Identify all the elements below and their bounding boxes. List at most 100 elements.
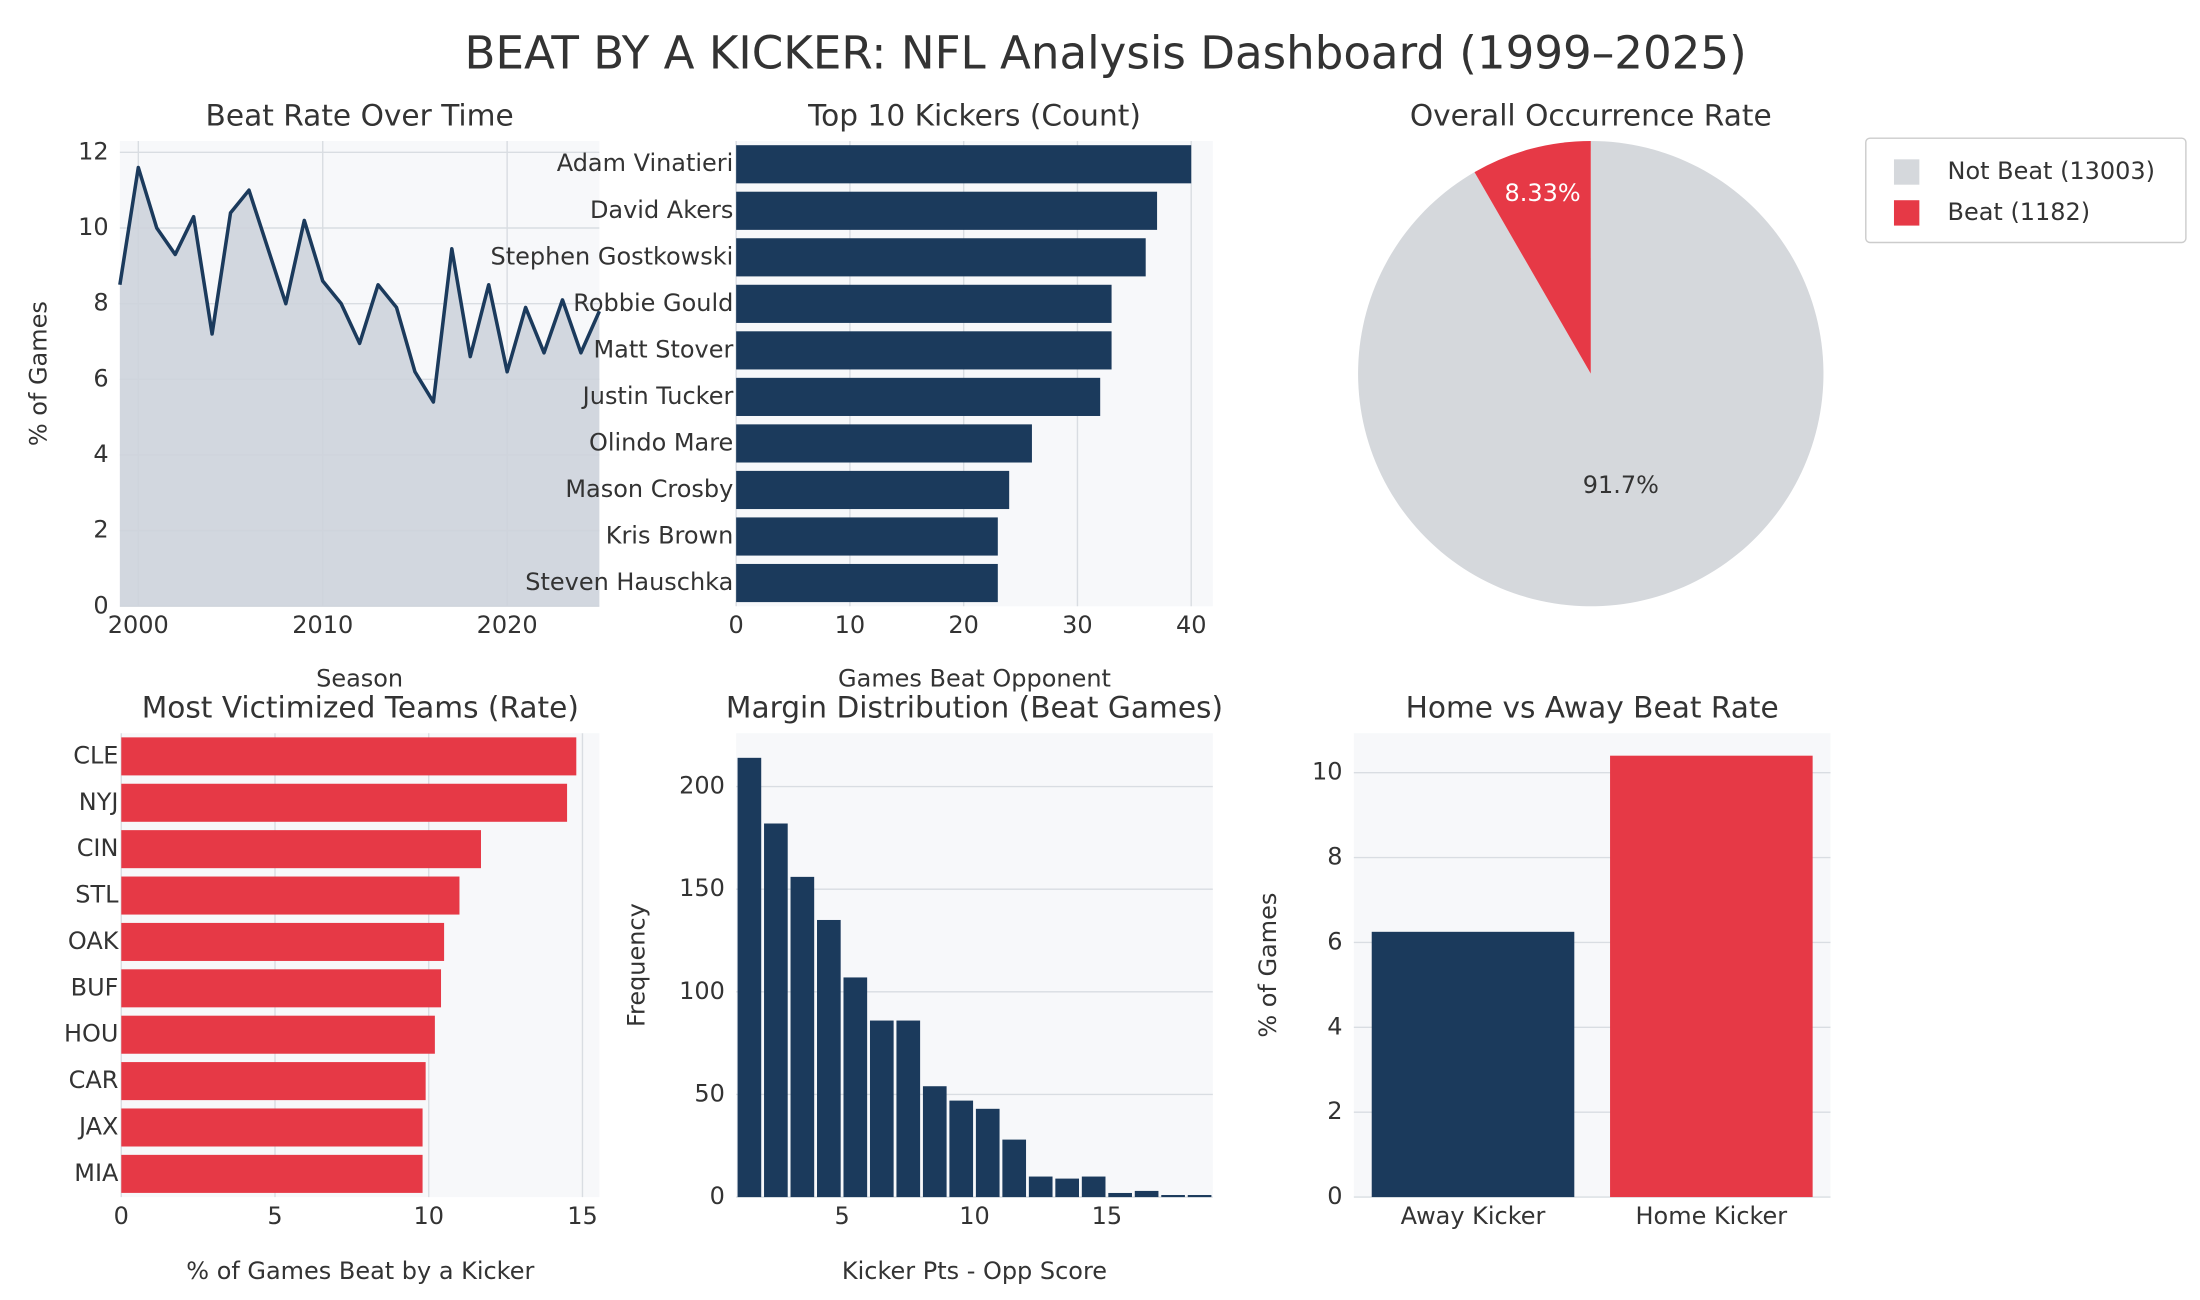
histogram-bar [922, 1086, 947, 1198]
y-tick-label: David Akers [590, 196, 733, 224]
plot-background [736, 733, 1213, 1198]
y-axis-label: Frequency [622, 903, 650, 1027]
x-tick-label: 10 [959, 1202, 990, 1230]
histogram-bar [1108, 1192, 1132, 1198]
panel-title: Overall Occurrence Rate [1410, 99, 1772, 133]
legend-box [1865, 137, 2187, 244]
bar [736, 424, 1032, 463]
bar [121, 969, 442, 1008]
y-tick-label: Mason Crosby [565, 475, 733, 503]
legend-swatch [1893, 159, 1920, 185]
histogram-bar [1161, 1195, 1185, 1198]
bar [736, 145, 1192, 184]
bar [121, 876, 460, 915]
pie-slice [1358, 140, 1824, 607]
x-tick-label: 2000 [108, 611, 169, 639]
y-tick-label: 6 [1327, 927, 1342, 955]
x-tick-label: 5 [267, 1202, 282, 1230]
x-tick-label: 40 [1176, 611, 1207, 639]
histogram-bar [869, 1020, 894, 1198]
y-tick-label: 0 [710, 1182, 725, 1210]
y-tick-label: 4 [93, 440, 108, 468]
pie-label: 8.33% [1505, 179, 1581, 207]
y-tick-label: 0 [1327, 1182, 1342, 1210]
panel: Top 10 Kickers (Count) 0 10 20 30 40 Games Bea… [491, 99, 1213, 693]
x-tick-label: 15 [567, 1202, 598, 1230]
y-tick-label: Robbie Gould [573, 289, 733, 317]
line [118, 165, 601, 404]
bar [121, 1062, 426, 1101]
legend-label: Beat (1182) [1948, 198, 2091, 226]
y-tick-label: JAX [77, 1112, 118, 1140]
y-tick-label: 2 [93, 516, 108, 544]
histogram-bar [1028, 1176, 1053, 1198]
y-axis-label: % of Games [24, 301, 52, 446]
y-tick-label: 8 [93, 289, 108, 317]
x-tick-label: 0 [729, 611, 744, 639]
y-tick-label: 10 [78, 213, 109, 241]
y-tick-label: 8 [1327, 843, 1342, 871]
x-axis-label: Season [316, 665, 403, 693]
histogram-bar [843, 977, 868, 1198]
y-tick-label: 50 [694, 1079, 725, 1107]
bar [121, 922, 445, 961]
histogram-bar [1055, 1178, 1080, 1198]
bar [736, 331, 1112, 370]
histogram-bar [1134, 1190, 1159, 1198]
y-tick-label: BUF [71, 973, 119, 1001]
bar [1610, 755, 1813, 1198]
y-tick-label: 150 [679, 874, 725, 902]
y-tick-label: CLE [73, 741, 118, 769]
panel-title: Top 10 Kickers (Count) [807, 99, 1141, 133]
x-tick-label: 30 [1062, 611, 1093, 639]
y-tick-label: CAR [69, 1066, 119, 1094]
x-axis-label: % of Games Beat by a Kicker [186, 1257, 534, 1285]
histogram-bar [896, 1020, 921, 1198]
y-tick-label: STL [75, 881, 119, 909]
x-tick-label: 0 [114, 1202, 129, 1230]
bar [736, 191, 1158, 230]
x-tick-label: 20 [948, 611, 979, 639]
x-tick-label: Away Kicker [1401, 1202, 1546, 1230]
bar [121, 830, 481, 869]
dashboard-title: BEAT BY A KICKER: NFL Analysis Dashboard… [465, 26, 1747, 79]
y-tick-label: 2 [1327, 1097, 1342, 1125]
bar [736, 284, 1112, 323]
panel-title: Home vs Away Beat Rate [1406, 691, 1779, 725]
bar [736, 238, 1146, 277]
panel-title: Most Victimized Teams (Rate) [142, 691, 579, 725]
histogram-bar [949, 1100, 974, 1198]
x-tick-label: 5 [834, 1202, 849, 1230]
panel: Home vs Away Beat Rate 0 2 4 6 8 10 % of Games A… [1254, 691, 1831, 1230]
histogram-bar [1002, 1139, 1027, 1198]
bar [121, 1015, 435, 1054]
y-tick-label: 100 [679, 977, 725, 1005]
y-tick-label: NYJ [79, 788, 119, 816]
legend: Not Beat (13003) Beat (1182) [1865, 137, 2187, 244]
y-tick-label: Adam Vinatieri [557, 149, 734, 177]
bar [121, 783, 568, 822]
histogram-bar [764, 823, 788, 1198]
histogram-bar [1081, 1176, 1106, 1198]
x-tick-label: 2020 [477, 611, 538, 639]
y-tick-label: 12 [78, 137, 109, 165]
x-tick-label: 10 [413, 1202, 444, 1230]
pie-label: 91.7% [1583, 471, 1659, 499]
y-tick-label: Steven Hauschka [525, 568, 733, 596]
panel: Overall Occurrence Rate 91.7% 8.33% Not Bea… [1358, 99, 2187, 607]
histogram-bar [975, 1108, 1000, 1198]
histogram-bar [790, 876, 815, 1198]
grid [736, 785, 1213, 1198]
y-tick-label: OAK [68, 927, 120, 955]
y-tick-label: Matt Stover [593, 335, 733, 363]
y-tick-label: CIN [77, 834, 119, 862]
legend-label: Not Beat (13003) [1948, 157, 2155, 185]
bar [736, 470, 1010, 510]
panel: Beat Rate Over Time 2000 2010 2020 0 2 4 6 8 10 12… [24, 99, 601, 693]
bar [121, 1154, 423, 1193]
panel-title: Beat Rate Over Time [206, 99, 514, 133]
histogram-bar [817, 919, 841, 1198]
y-tick-label: 0 [93, 591, 108, 619]
